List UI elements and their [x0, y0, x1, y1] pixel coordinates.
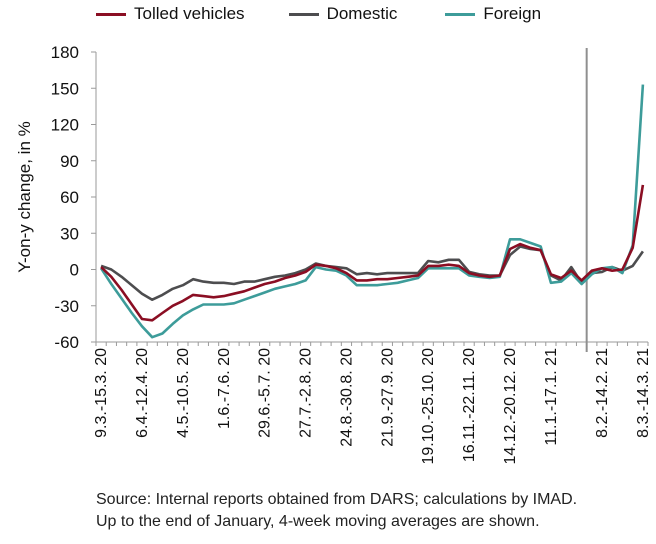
y-tick-label: -60	[54, 333, 79, 352]
x-tick-label: 9.3.-15.3. 20	[93, 348, 110, 438]
legend-item-foreign: Foreign	[445, 4, 541, 24]
series-line-tolled-vehicles	[100, 184, 645, 322]
y-tick-label: 150	[51, 79, 79, 98]
legend-label-foreign: Foreign	[483, 4, 542, 23]
series-line-domestic	[100, 245, 644, 301]
x-tick-label: 16.11.-22.11. 20	[461, 348, 478, 462]
x-tick-label: 4.5.-10.5. 20	[175, 348, 192, 438]
legend-item-tolled: Tolled vehicles	[96, 4, 245, 24]
y-tick-label: 180	[51, 43, 79, 62]
legend-label-tolled: Tolled vehicles	[134, 4, 245, 23]
y-tick-label: 90	[60, 152, 79, 171]
y-tick-label: -30	[54, 297, 79, 316]
chart-source-note: Source: Internal reports obtained from D…	[96, 489, 577, 533]
chart-series	[100, 84, 645, 339]
y-axis-label: Y-on-y change, in %	[15, 121, 34, 273]
legend-label-domestic: Domestic	[326, 4, 398, 23]
y-tick-label: 0	[70, 261, 79, 280]
series-line-foreign	[100, 84, 645, 339]
chart-axes: -60 -30 0 30 60 90 120 150 180 9.3.-15.3. 20 6.4.-…	[51, 43, 652, 465]
x-tick-label: 6.4.-12.4. 20	[134, 348, 151, 438]
x-tick-label: 14.12.-20.12. 20	[502, 348, 519, 465]
x-tick-label: 1.6.-7.6. 20	[216, 348, 233, 429]
legend-item-domestic: Domestic	[288, 4, 398, 24]
x-tick-label: 29.6.-5.7. 20	[257, 348, 274, 438]
x-tick-label: 19.10.-25.10. 20	[420, 348, 437, 465]
legend-swatch-tolled	[96, 12, 126, 16]
y-axis-title: Y-on-y change, in %	[15, 121, 34, 273]
x-tick-label: 8.3.-14.3. 21	[635, 348, 652, 438]
y-tick-label: 30	[60, 224, 79, 243]
legend-swatch-domestic	[288, 12, 319, 16]
source-line-2: Up to the end of January, 4-week moving …	[96, 513, 540, 530]
x-tick-label: 11.1.-17.1. 21	[543, 348, 560, 446]
legend-swatch-foreign	[445, 12, 476, 16]
x-tick-label: 27.7.-2.8. 20	[298, 348, 315, 438]
y-tick-label: 60	[60, 188, 79, 207]
x-tick-label: 24.8.-30.8. 20	[338, 348, 355, 447]
y-tick-label: 120	[51, 116, 79, 135]
x-tick-label: 21.9.-27.9. 20	[379, 348, 396, 447]
chart-legend: Tolled vehicles Domestic Foreign	[96, 4, 541, 24]
source-line-1: Source: Internal reports obtained from D…	[96, 491, 578, 508]
x-tick-label: 8.2.-14.2. 21	[594, 348, 611, 438]
